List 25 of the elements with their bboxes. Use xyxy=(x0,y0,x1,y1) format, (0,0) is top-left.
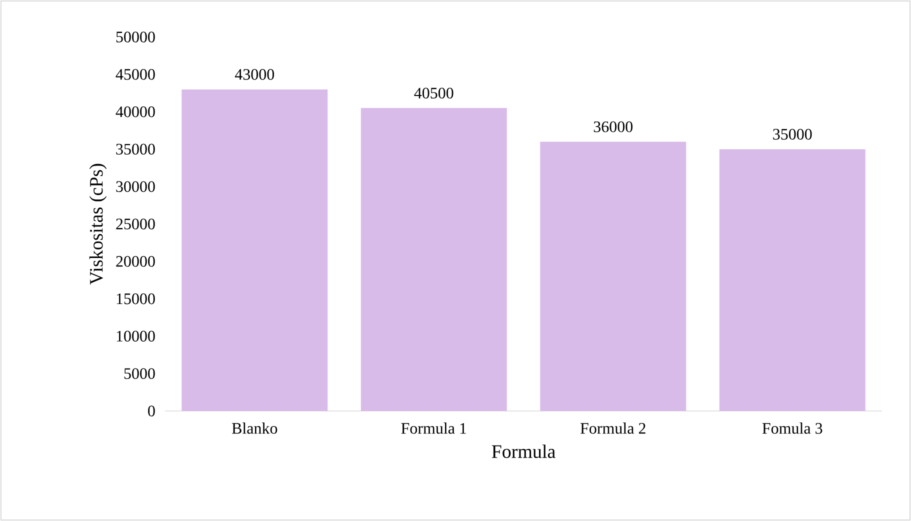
data-label: 40500 xyxy=(414,88,454,99)
y-tick-label: 20000 xyxy=(116,256,155,267)
y-tick-label: 25000 xyxy=(116,218,155,230)
x-axis-title: Formula xyxy=(492,444,556,458)
bar xyxy=(719,149,866,411)
y-tick-label: 40000 xyxy=(116,106,155,118)
bar xyxy=(540,142,686,411)
y-tick-label: 10000 xyxy=(116,330,155,342)
y-tick-label: 15000 xyxy=(116,293,155,304)
bar xyxy=(182,89,328,411)
y-tick-label: 45000 xyxy=(116,69,155,80)
x-tick-label: Blanko xyxy=(232,422,278,434)
y-axis-title: Viskositas (cPs) xyxy=(89,164,107,285)
x-tick-label: Fomula 3 xyxy=(762,422,822,434)
y-tick-label: 50000 xyxy=(116,32,155,42)
data-label: 35000 xyxy=(773,128,812,140)
bar xyxy=(360,108,507,411)
data-label: 36000 xyxy=(594,121,633,132)
x-tick-label: Formula 2 xyxy=(580,422,646,434)
x-tick-label: Formula 1 xyxy=(401,422,466,434)
data-label: 43000 xyxy=(234,69,274,80)
y-tick-label: 5000 xyxy=(124,368,155,379)
y-tick-label: 0 xyxy=(148,406,155,416)
y-tick-label: 30000 xyxy=(116,181,155,192)
y-tick-label: 35000 xyxy=(116,144,155,155)
